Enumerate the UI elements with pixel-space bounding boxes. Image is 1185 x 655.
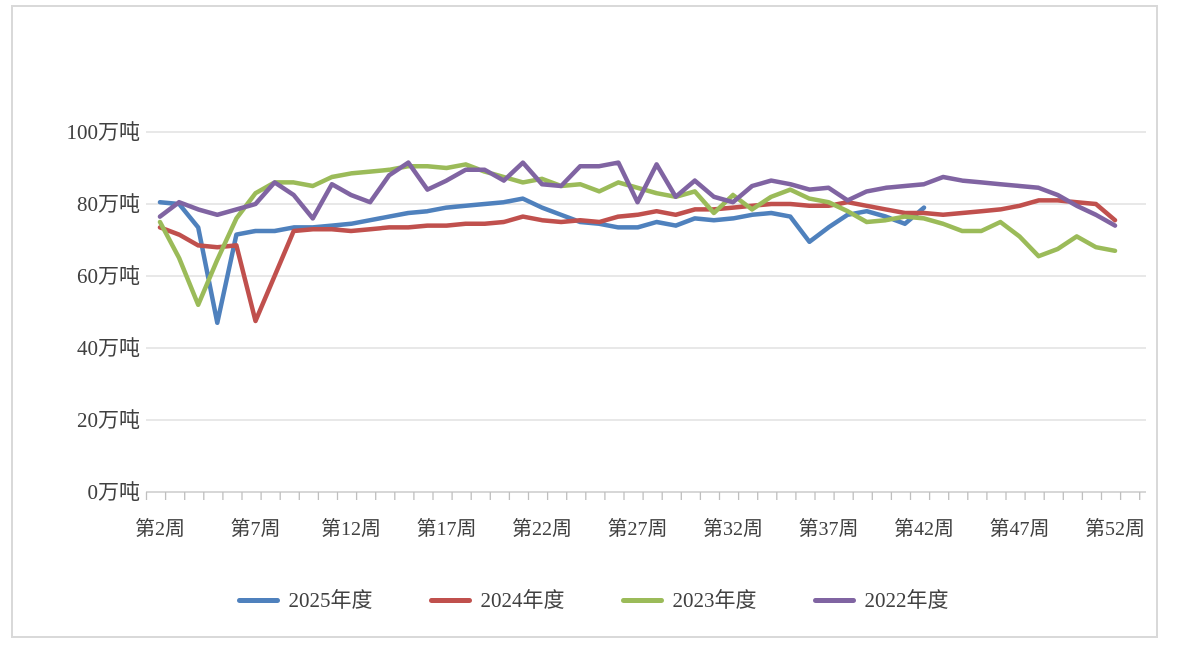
x-axis-label: 第37周 bbox=[799, 517, 859, 540]
y-axis-label: 100万吨 bbox=[67, 120, 141, 144]
x-axis-label: 第42周 bbox=[894, 517, 954, 540]
x-axis-label: 第12周 bbox=[321, 517, 381, 540]
y-axis-label: 0万吨 bbox=[88, 480, 141, 504]
legend-swatch-icon bbox=[236, 597, 280, 603]
y-axis-labels: 0万吨 20万吨 40万吨 60万吨 80万吨 100万吨 bbox=[67, 120, 141, 504]
legend-item-2023年度: 2023年度 bbox=[620, 587, 757, 612]
y-axis-label: 60万吨 bbox=[77, 264, 140, 288]
legend-label: 2023年度 bbox=[672, 587, 757, 612]
x-axis-label: 第17周 bbox=[417, 517, 477, 540]
x-axis-label: 第47周 bbox=[990, 517, 1050, 540]
legend-swatch-icon bbox=[620, 597, 664, 603]
y-axis-label: 40万吨 bbox=[77, 336, 140, 360]
series-line-2023年度 bbox=[157, 162, 1118, 308]
x-axis-label: 第2周 bbox=[135, 517, 185, 540]
legend-label: 2022年度 bbox=[864, 587, 949, 612]
legend-swatch-icon bbox=[428, 597, 472, 603]
chart-legend: 2025年度 2024年度 2023年度 2022年度 bbox=[0, 581, 1185, 619]
chart-frame bbox=[11, 5, 1158, 638]
y-axis-label: 20万吨 bbox=[77, 408, 140, 432]
legend-item-2024年度: 2024年度 bbox=[428, 587, 565, 612]
series-line-2024年度 bbox=[157, 198, 1118, 324]
legend-label: 2024年度 bbox=[480, 587, 565, 612]
series-lines bbox=[157, 160, 1118, 326]
series-line-2025年度 bbox=[157, 196, 927, 326]
x-axis-labels: 第2周 第7周 第12周 第17周 第22周 第27周 第32周 第37周 第42周 第47周 第5… bbox=[135, 517, 1145, 540]
x-axis-label: 第52周 bbox=[1085, 517, 1145, 540]
y-axis-label: 80万吨 bbox=[77, 192, 140, 216]
x-axis-label: 第32周 bbox=[703, 517, 763, 540]
x-axis-label: 第7周 bbox=[231, 517, 281, 540]
legend-item-2025年度: 2025年度 bbox=[236, 587, 373, 612]
x-axis bbox=[145, 491, 1146, 500]
x-axis-label: 第22周 bbox=[512, 517, 572, 540]
series-line-2022年度 bbox=[157, 160, 1118, 228]
legend-item-2022年度: 2022年度 bbox=[812, 587, 949, 612]
gridlines bbox=[146, 131, 1146, 421]
x-axis-label: 第27周 bbox=[608, 517, 668, 540]
legend-swatch-icon bbox=[812, 597, 856, 603]
legend-label: 2025年度 bbox=[288, 587, 373, 612]
